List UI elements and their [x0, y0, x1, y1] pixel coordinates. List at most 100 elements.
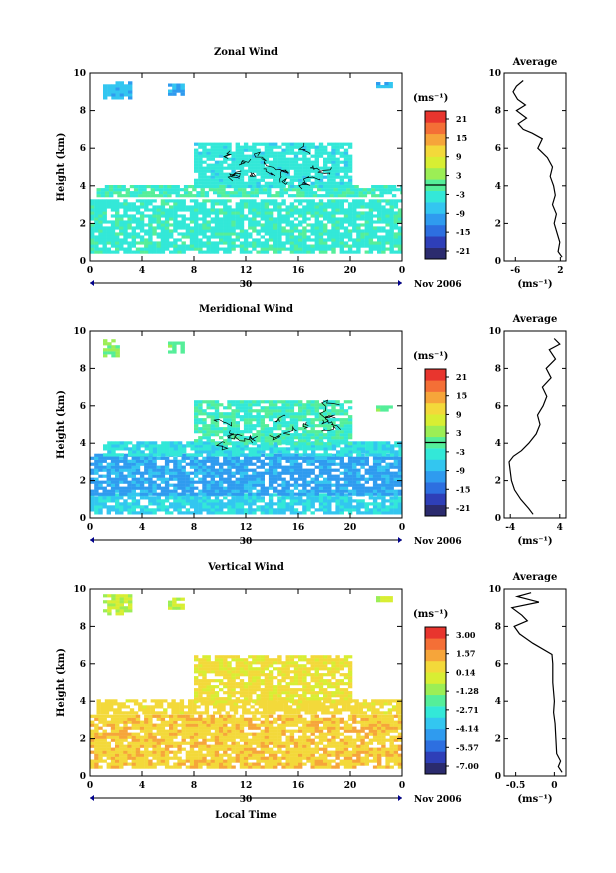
- heatmap-cell: [123, 756, 128, 760]
- heatmap-cell: [377, 229, 382, 233]
- heatmap-cell: [177, 223, 182, 227]
- heatmap-cell: [177, 465, 182, 469]
- heatmap-cell: [372, 199, 378, 203]
- heatmap-cell: [381, 226, 386, 230]
- heatmap-cell: [239, 732, 245, 736]
- contour-line: [213, 419, 233, 427]
- heatmap-cell: [227, 214, 232, 218]
- heatmap-cell: [168, 344, 173, 348]
- heatmap-cell: [210, 468, 215, 472]
- heatmap-cell: [242, 191, 247, 195]
- heatmap-cell: [364, 505, 369, 509]
- heatmap-cell: [148, 486, 153, 490]
- heatmap-cell: [339, 142, 344, 146]
- heatmap-cell: [194, 412, 199, 416]
- heatmap-cell: [164, 741, 170, 745]
- heatmap-cell: [327, 217, 332, 221]
- heatmap-cell: [181, 208, 186, 212]
- heatmap-cell: [314, 486, 319, 490]
- heatmap-cell: [103, 444, 108, 448]
- heatmap-cell: [368, 489, 374, 493]
- heatmap-cell: [310, 427, 315, 431]
- heatmap-cell: [306, 157, 311, 161]
- heatmap-cell: [314, 508, 319, 512]
- heatmap-cell: [356, 202, 361, 206]
- heatmap-cell: [323, 508, 328, 512]
- heatmap-cell: [256, 465, 261, 469]
- heatmap-cell: [106, 462, 111, 466]
- heatmap-cell: [123, 486, 128, 490]
- heatmap-cell: [239, 468, 245, 472]
- heatmap-cell: [331, 223, 336, 227]
- heatmap-cell: [260, 735, 265, 739]
- heatmap-cell: [364, 226, 369, 230]
- heatmap-cell: [310, 456, 315, 460]
- heatmap-cell: [273, 477, 278, 481]
- heatmap-cell: [268, 505, 274, 509]
- heatmap-cell: [194, 720, 199, 724]
- heatmap-cell: [219, 202, 224, 206]
- heatmap-cell: [140, 453, 145, 457]
- heatmap-cell: [347, 400, 353, 404]
- heatmap-cell: [156, 468, 161, 472]
- heatmap-cell: [144, 756, 149, 760]
- heatmap-cell: [281, 496, 286, 500]
- heatmap-cell: [175, 191, 180, 195]
- heatmap-cell: [377, 235, 382, 239]
- heatmap-cell: [314, 409, 319, 413]
- heatmap-cell: [243, 235, 249, 239]
- heatmap-cell: [360, 502, 365, 506]
- heatmap-cell: [210, 406, 215, 410]
- heatmap-cell: [223, 717, 228, 721]
- heatmap-cell: [219, 181, 224, 185]
- heatmap-cell: [223, 442, 228, 446]
- heatmap-cell: [256, 508, 261, 512]
- heatmap-cell: [194, 499, 199, 503]
- heatmap-cell: [243, 403, 249, 407]
- heatmap-cell: [202, 735, 207, 739]
- heatmap-cell: [198, 723, 203, 727]
- heatmap-cell: [177, 462, 182, 466]
- heatmap-cell: [181, 717, 186, 721]
- heatmap-cell: [177, 729, 182, 733]
- heatmap-cell: [119, 717, 124, 721]
- heatmap-cell: [243, 468, 249, 472]
- heatmap-cell: [377, 220, 382, 224]
- heatmap-cell: [248, 447, 253, 451]
- heatmap-cell: [128, 87, 133, 91]
- heatmap-cell: [368, 214, 374, 218]
- heatmap-cell: [227, 421, 232, 425]
- heatmap-cell: [289, 157, 295, 161]
- heatmap-cell: [281, 409, 286, 413]
- heatmap-cell: [185, 477, 191, 481]
- heatmap-cell: [331, 468, 336, 472]
- heatmap-cell: [252, 184, 257, 188]
- heatmap-cell: [239, 406, 245, 410]
- heatmap-cell: [117, 185, 122, 189]
- heatmap-cell: [298, 483, 303, 487]
- heatmap-cell: [256, 433, 261, 437]
- heatmap-cell: [356, 211, 361, 215]
- heatmap-cell: [293, 442, 299, 446]
- heatmap-cell: [273, 184, 278, 188]
- heatmap-cell: [306, 244, 311, 248]
- heatmap-cell: [132, 453, 137, 457]
- heatmap-cell: [323, 244, 328, 248]
- heatmap-cell: [210, 208, 215, 212]
- heatmap-cell: [103, 339, 108, 343]
- heatmap-cell: [206, 744, 211, 748]
- heatmap-cell: [335, 480, 340, 484]
- heatmap-cell: [302, 508, 307, 512]
- heatmap-cell: [110, 480, 116, 484]
- heatmap-cell: [142, 185, 147, 189]
- colorbar-swatch: [425, 167, 446, 180]
- heatmap-cell: [210, 433, 215, 437]
- heatmap-cell: [188, 191, 193, 195]
- heatmap-cell: [327, 511, 332, 515]
- heatmap-cell: [160, 214, 166, 218]
- heatmap-cell: [323, 424, 328, 428]
- heatmap-cell: [331, 436, 336, 440]
- heatmap-cell: [331, 151, 336, 155]
- heatmap-cell: [368, 241, 374, 245]
- heatmap-cell: [256, 214, 261, 218]
